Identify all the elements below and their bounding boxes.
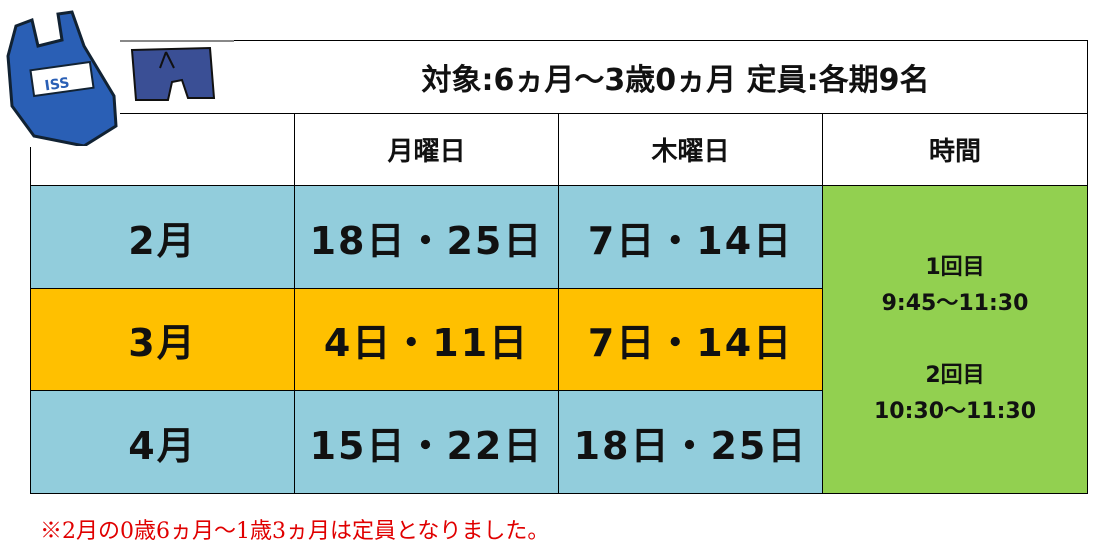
capacity-note: ※2月の0歳6ヵ月〜1歳3ヵ月は定員となりました。 <box>40 519 550 544</box>
row-feb-monday: 18日・25日 <box>294 185 559 289</box>
row-feb-thursday: 7日・14日 <box>558 185 823 289</box>
row-mar-month: 3月 <box>30 288 295 391</box>
swim-bag-icon: ISS <box>4 6 120 148</box>
bag-logo: ISS <box>44 75 71 94</box>
header-thursday: 木曜日 <box>558 113 823 186</box>
row-apr-monday: 15日・22日 <box>294 390 559 494</box>
title-divider <box>120 40 234 42</box>
row-mar-thursday: 7日・14日 <box>558 288 823 391</box>
time-cell: 1回目 9:45〜11:30 2回目 10:30〜11:30 <box>822 185 1088 494</box>
header-blank <box>30 147 295 186</box>
session-1-time: 9:45〜11:30 <box>881 290 1029 316</box>
swim-trunks-icon <box>128 44 218 104</box>
header-time: 時間 <box>822 113 1088 186</box>
session-2-time: 10:30〜11:30 <box>873 398 1037 424</box>
title: 対象:6ヵ月〜3歳0ヵ月 定員:各期9名 <box>421 63 930 98</box>
session-1-label: 1回目 <box>925 254 985 280</box>
divider <box>120 113 234 114</box>
header-monday: 月曜日 <box>294 113 559 186</box>
row-apr-thursday: 18日・25日 <box>558 390 823 494</box>
row-feb-month: 2月 <box>30 185 295 289</box>
row-apr-month: 4月 <box>30 390 295 494</box>
row-mar-monday: 4日・11日 <box>294 288 559 391</box>
title-cell: 対象:6ヵ月〜3歳0ヵ月 定員:各期9名 <box>234 40 1088 114</box>
session-2-label: 2回目 <box>925 362 985 388</box>
